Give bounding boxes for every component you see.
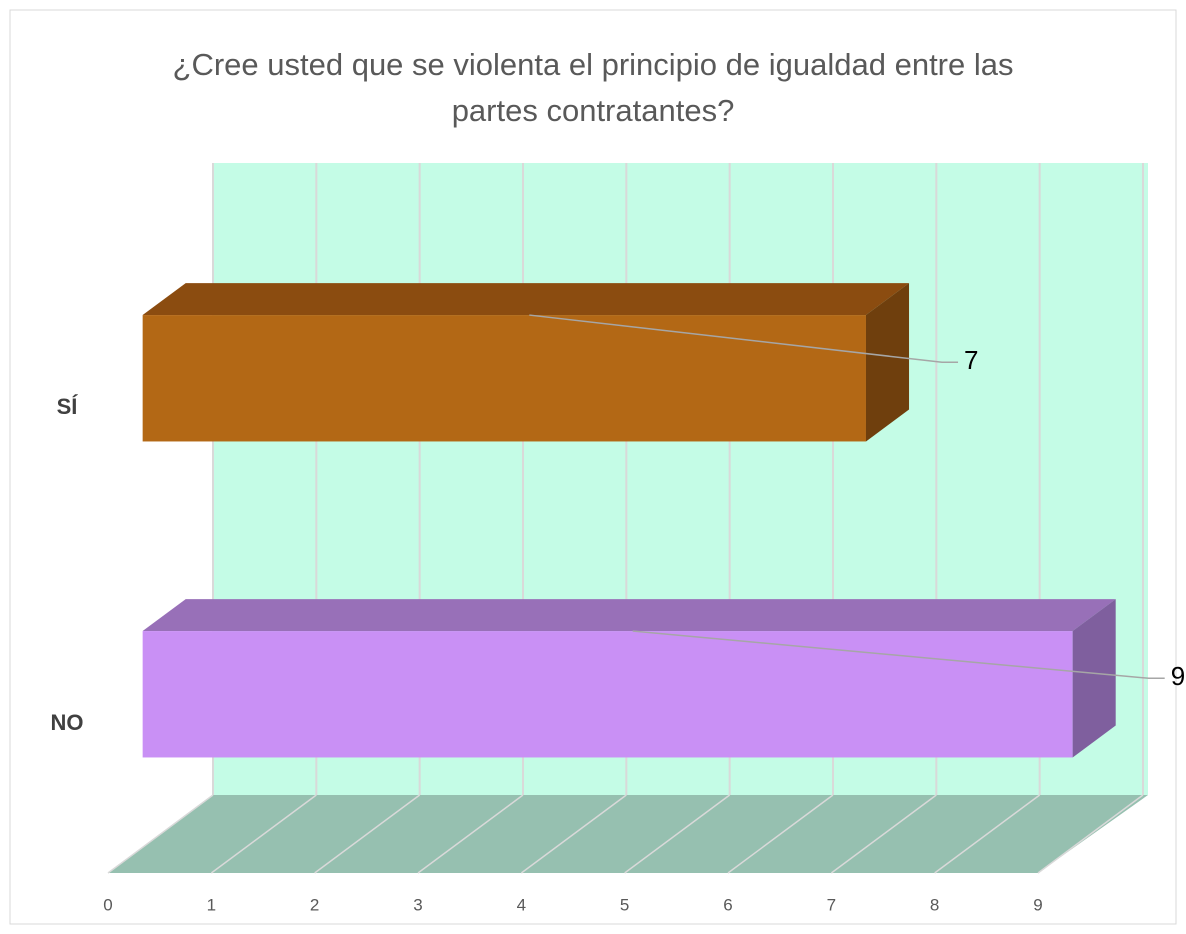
floor — [108, 795, 1148, 873]
bar-side — [1072, 599, 1116, 758]
y-tick-label: SÍ — [57, 394, 79, 419]
floor-grid-line — [417, 794, 524, 874]
bar-side — [865, 283, 910, 442]
x-tick-label: 3 — [413, 895, 422, 914]
floor-grid-line — [934, 794, 1041, 874]
floor-grid-line — [727, 794, 834, 874]
floor-grid-line — [1037, 794, 1144, 874]
x-tick-label: 6 — [723, 895, 732, 914]
data-label: 7 — [964, 345, 978, 375]
floor-grid-line — [624, 794, 731, 874]
bar-top — [142, 283, 910, 316]
y-tick-label: NO — [51, 710, 84, 735]
x-tick-label: 2 — [310, 895, 319, 914]
floor-grid-line — [314, 794, 421, 874]
floor-grid-line — [107, 794, 214, 874]
x-tick-label: 0 — [103, 895, 112, 914]
x-tick-label: 8 — [930, 895, 939, 914]
leader-line — [529, 314, 959, 364]
bar-top — [142, 599, 1116, 632]
x-tick-label: 4 — [517, 895, 526, 914]
bar-front — [142, 631, 1073, 758]
leader-line — [632, 630, 1165, 680]
floor-grid-line — [520, 794, 627, 874]
chart-title: ¿Cree usted que se violenta el principio… — [172, 47, 1014, 128]
floor-grid-line — [830, 794, 937, 874]
x-tick-label: 7 — [827, 895, 836, 914]
floor-grid-line — [210, 794, 317, 874]
x-tick-label: 9 — [1033, 895, 1042, 914]
bar-front — [142, 315, 866, 442]
data-label: 9 — [1171, 661, 1185, 691]
x-tick-label: 1 — [207, 895, 216, 914]
x-tick-label: 5 — [620, 895, 629, 914]
